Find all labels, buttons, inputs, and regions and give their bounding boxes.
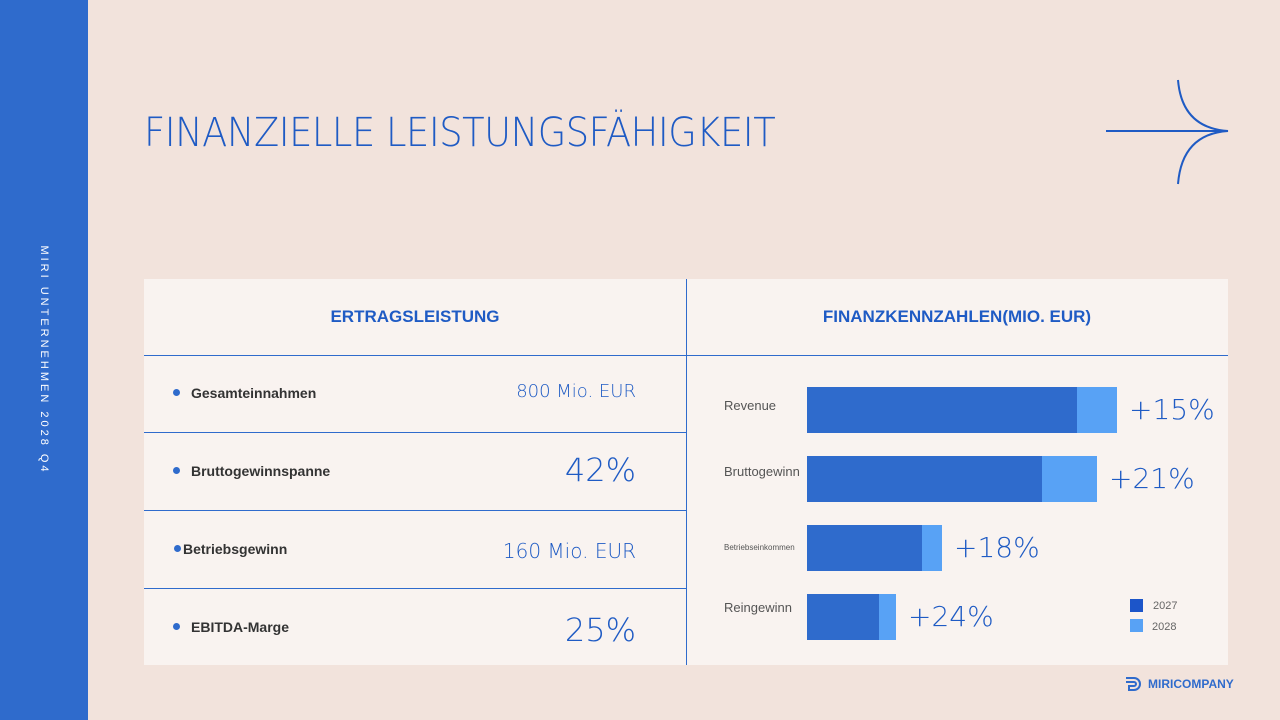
table-row: Bruttogewinnspanne 42% bbox=[144, 433, 686, 511]
bar-2027 bbox=[807, 387, 1077, 433]
row-label: Betriebsgewinn bbox=[183, 541, 288, 557]
category-label: Reingewinn bbox=[724, 600, 792, 615]
bar-2027 bbox=[807, 456, 1042, 502]
row-label: Gesamteinnahmen bbox=[191, 385, 317, 401]
table-row: Betriebsgewinn 160 Mio. EUR bbox=[144, 511, 686, 589]
bullet-icon bbox=[173, 389, 180, 396]
miricompany-logo-icon bbox=[1126, 677, 1141, 691]
legend-label-2027: 2027 bbox=[1153, 600, 1178, 612]
growth-label: +21% bbox=[1109, 462, 1195, 495]
growth-label: +15% bbox=[1129, 393, 1215, 426]
table-row: EBITDA-Marge 25% bbox=[144, 589, 686, 667]
category-label: Bruttogewinn bbox=[724, 464, 800, 479]
bar-2027 bbox=[807, 525, 922, 571]
row-value: 160 Mio. EUR bbox=[502, 539, 636, 563]
legend-swatch-2027 bbox=[1130, 599, 1143, 612]
row-label: Bruttogewinnspanne bbox=[191, 463, 331, 479]
brand-logo: MIRICOMPANY bbox=[1124, 676, 1234, 692]
bullet-icon bbox=[173, 623, 180, 630]
bullet-icon bbox=[173, 467, 180, 474]
row-value: 42% bbox=[564, 451, 636, 489]
growth-label: +18% bbox=[954, 531, 1040, 564]
bullet-icon bbox=[174, 545, 181, 552]
column-divider bbox=[686, 279, 687, 665]
legend-swatch-2028 bbox=[1130, 619, 1143, 632]
category-label: Revenue bbox=[724, 398, 777, 413]
sidebar-band: MIRI UNTERNEHMEN 2028 Q4 bbox=[0, 0, 88, 720]
legend-label-2028: 2028 bbox=[1152, 621, 1177, 633]
bar-2027 bbox=[807, 594, 879, 640]
arrow-right-icon bbox=[1106, 79, 1229, 185]
bar-2028 bbox=[879, 594, 896, 640]
sidebar-vertical-text: MIRI UNTERNEHMEN 2028 Q4 bbox=[38, 245, 50, 475]
row-label: EBITDA-Marge bbox=[191, 619, 290, 635]
row-value: 25% bbox=[564, 611, 636, 649]
brand-name: MIRICOMPANY bbox=[1148, 677, 1234, 691]
left-header: ERTRAGSLEISTUNG bbox=[330, 307, 500, 326]
bar-2028 bbox=[1042, 456, 1097, 502]
bar-2028 bbox=[1077, 387, 1117, 433]
page-title: FINANZIELLE LEISTUNGSFÄHIGKEIT bbox=[144, 110, 776, 156]
financial-table: ERTRAGSLEISTUNG FINANZKENNZAHLEN(MIO. EU… bbox=[144, 279, 1228, 665]
table-row: Gesamteinnahmen 800 Mio. EUR bbox=[144, 355, 686, 433]
chart-title: FINANZKENNZAHLEN(MIO. EUR) bbox=[822, 307, 1092, 326]
row-value: 800 Mio. EUR bbox=[516, 381, 636, 402]
bar-2028 bbox=[922, 525, 942, 571]
growth-label: +24% bbox=[908, 600, 994, 633]
category-label: Betriebseinkommen bbox=[724, 543, 795, 552]
